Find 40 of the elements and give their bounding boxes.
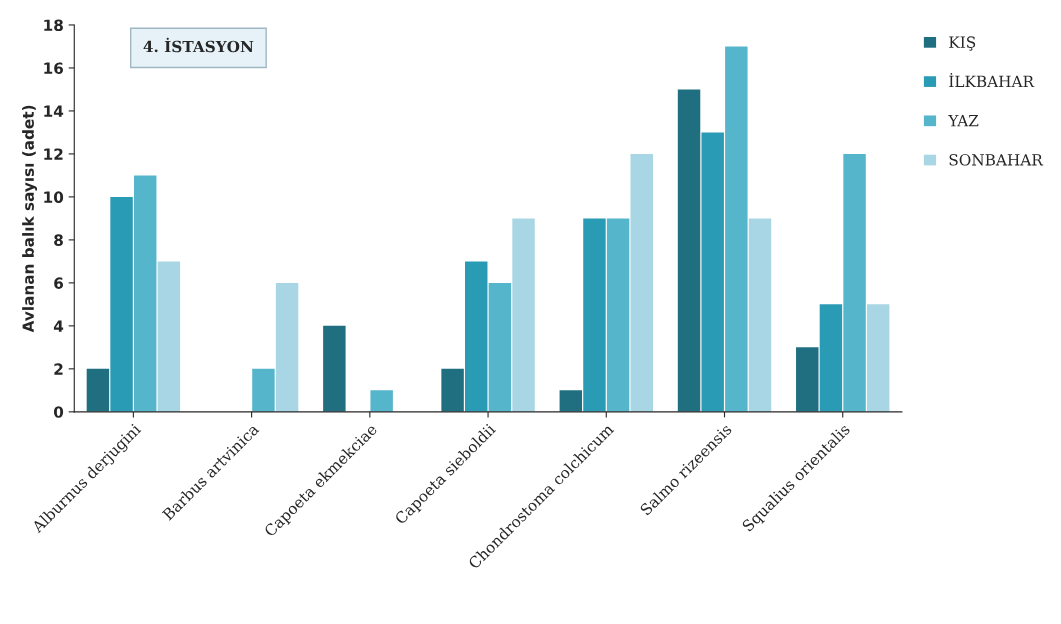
bar	[465, 261, 488, 412]
bar	[843, 153, 866, 412]
bar	[559, 390, 583, 412]
y-tick-label: 14	[44, 105, 64, 117]
legend-label: SONBAHAR	[949, 154, 1044, 166]
y-tick-label: 18	[44, 19, 63, 31]
bar	[630, 153, 653, 412]
bar	[110, 196, 133, 412]
y-tick-label: 16	[44, 62, 64, 74]
y-tick-label: 8	[54, 234, 63, 246]
text: 4. İSTASYON	[143, 37, 254, 53]
y-tick-label: 6	[54, 277, 64, 289]
bar	[677, 89, 701, 412]
bar	[725, 46, 748, 412]
legend-label: KIŞ	[949, 36, 976, 51]
bar	[866, 304, 890, 412]
bar	[133, 175, 157, 412]
bar	[275, 282, 299, 412]
y-tick-label: 2	[54, 363, 63, 375]
bar	[157, 261, 181, 412]
bar	[819, 304, 843, 412]
bar	[606, 218, 630, 412]
bar	[86, 368, 110, 412]
bar	[441, 368, 464, 412]
bar	[701, 132, 724, 412]
legend-label: İLKBAHAR	[949, 72, 1035, 87]
y-tick-label: 10	[44, 191, 64, 203]
bar	[796, 347, 819, 412]
legend-label: YAZ	[948, 115, 979, 127]
bar	[323, 325, 346, 412]
y-tick-label: 0	[53, 406, 64, 418]
y-tick-label: 12	[44, 148, 63, 160]
bar	[370, 390, 393, 412]
bar	[252, 368, 275, 412]
y-tick-label: 4	[53, 320, 64, 332]
bar	[512, 218, 535, 412]
bar	[488, 282, 512, 412]
bar	[748, 218, 772, 412]
y-axis-title: Avlanan balık sayısı (adet)	[22, 105, 38, 333]
bar	[583, 218, 606, 412]
